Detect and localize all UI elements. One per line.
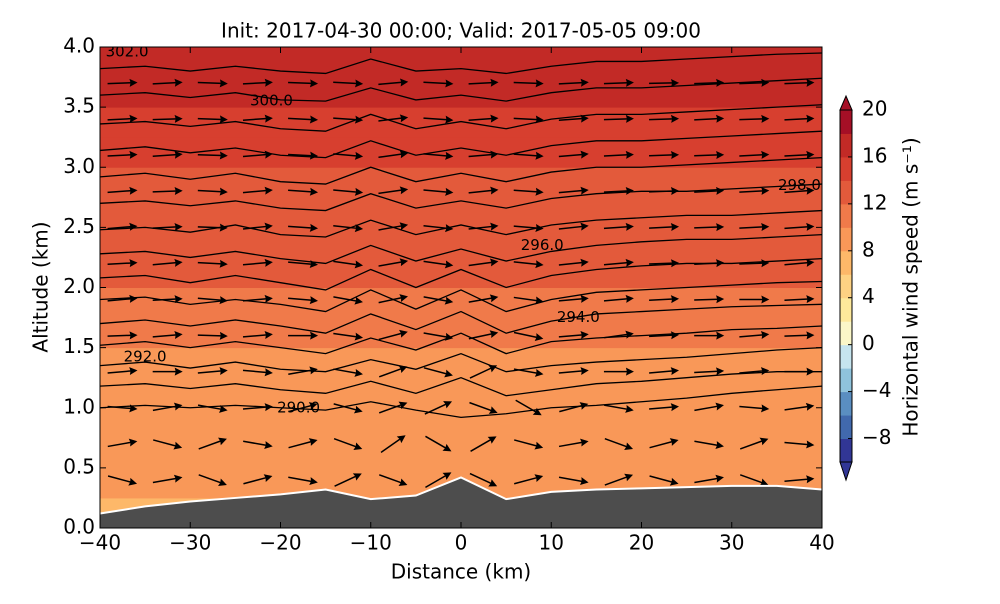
- arrow-shaft: [694, 227, 718, 228]
- y-tick-label: 1.5: [63, 334, 95, 358]
- x-axis-label: Distance (km): [391, 560, 531, 584]
- speed-band: [100, 408, 822, 439]
- colorbar-tick-label: 16: [862, 143, 887, 167]
- colorbar-band: [840, 415, 852, 439]
- colorbar-band: [840, 298, 852, 322]
- colorbar-extend-bottom: [840, 462, 852, 480]
- speed-band: [100, 227, 822, 258]
- arrow-shaft: [198, 83, 222, 84]
- colorbar-tick-label: 12: [862, 190, 887, 214]
- colorbar-band: [840, 345, 852, 369]
- y-tick-label: 3.0: [63, 154, 95, 178]
- arrow-shaft: [604, 83, 628, 84]
- contour-label: 298.0: [778, 176, 821, 194]
- colorbar-tick-label: 20: [862, 97, 887, 121]
- colorbar-band: [840, 274, 852, 298]
- arrow-shaft: [784, 335, 808, 336]
- colorbar-tick-label: −8: [862, 425, 891, 449]
- arrow-shaft: [739, 263, 763, 264]
- contour-label: 302.0: [106, 42, 149, 60]
- y-tick-label: 2.0: [63, 274, 95, 298]
- contour-label: 290.0: [277, 398, 320, 416]
- colorbar-tick-label: 0: [862, 331, 875, 355]
- speed-band: [100, 378, 822, 409]
- y-tick-label: 2.5: [63, 214, 95, 238]
- colorbar-band: [840, 251, 852, 275]
- plot-area: 302.0 300.0 298.0 296.0 294.0 292.0 290.0: [100, 42, 822, 528]
- arrow-shaft: [694, 299, 718, 300]
- arrow-shaft: [153, 119, 177, 120]
- chart-title: Init: 2017-04-30 00:00; Valid: 2017-05-0…: [221, 19, 701, 43]
- y-tick-label: 4.0: [63, 34, 95, 58]
- arrow-shaft: [739, 119, 763, 120]
- x-tick-label: 30: [719, 531, 744, 555]
- arrow-shaft: [649, 191, 673, 192]
- x-tick-label: 40: [809, 531, 834, 555]
- arrow-shaft: [649, 155, 673, 156]
- arrow-shaft: [198, 155, 222, 156]
- colorbar-label: Horizontal wind speed (m s⁻¹): [899, 137, 923, 436]
- colorbar-band: [840, 392, 852, 416]
- colorbar-band: [840, 227, 852, 251]
- contour-label: 296.0: [521, 236, 564, 254]
- colorbar-tick-label: 4: [862, 284, 875, 308]
- colorbar-band: [840, 133, 852, 157]
- speed-band: [100, 438, 822, 469]
- colorbar-band: [840, 180, 852, 204]
- contour-label: 300.0: [250, 92, 293, 110]
- speed-band: [100, 348, 822, 379]
- arrow-shaft: [784, 83, 808, 84]
- colorbar-band: [840, 157, 852, 181]
- x-tick-label: 20: [629, 531, 654, 555]
- arrow-shaft: [514, 83, 538, 84]
- arrow-shaft: [108, 335, 132, 336]
- y-tick-label: 3.5: [63, 94, 95, 118]
- speed-band: [100, 197, 822, 228]
- x-tick-label: −10: [350, 531, 392, 555]
- speed-band: [100, 107, 822, 138]
- colorbar-band: [840, 368, 852, 392]
- speed-band: [100, 77, 822, 108]
- arrow-shaft: [739, 83, 763, 84]
- arrow-shaft: [108, 83, 132, 84]
- arrow-shaft: [694, 83, 718, 84]
- arrow-shaft: [694, 155, 718, 156]
- colorbar-extend-top: [840, 96, 852, 110]
- y-axis-label: Altitude (km): [29, 221, 53, 352]
- x-tick-label: 0: [455, 531, 468, 555]
- arrow-shaft: [198, 335, 222, 336]
- colorbar-band: [840, 321, 852, 345]
- x-tick-label: −20: [259, 531, 301, 555]
- contour-label: 294.0: [557, 308, 600, 326]
- y-tick-label: 0.0: [63, 515, 95, 539]
- speed-band: [100, 167, 822, 198]
- colorbar-tick-label: −4: [862, 378, 891, 402]
- arrow-shaft: [649, 119, 673, 120]
- arrow-shaft: [198, 119, 222, 120]
- colorbar-band: [840, 204, 852, 228]
- colorbar-band: [840, 110, 852, 134]
- arrow-shaft: [288, 83, 312, 84]
- y-tick-label: 1.0: [63, 394, 95, 418]
- colorbar-band: [840, 439, 852, 463]
- colorbar-tick-label: 8: [862, 237, 875, 261]
- speed-band: [100, 257, 822, 288]
- contour-label: 292.0: [124, 348, 167, 366]
- arrow-shaft: [604, 119, 628, 120]
- arrow-shaft: [198, 227, 222, 228]
- y-tick-label: 0.5: [63, 454, 95, 478]
- x-tick-label: −30: [169, 531, 211, 555]
- arrow-shaft: [153, 191, 177, 192]
- arrow-shaft: [649, 263, 673, 264]
- x-tick-label: 10: [539, 531, 564, 555]
